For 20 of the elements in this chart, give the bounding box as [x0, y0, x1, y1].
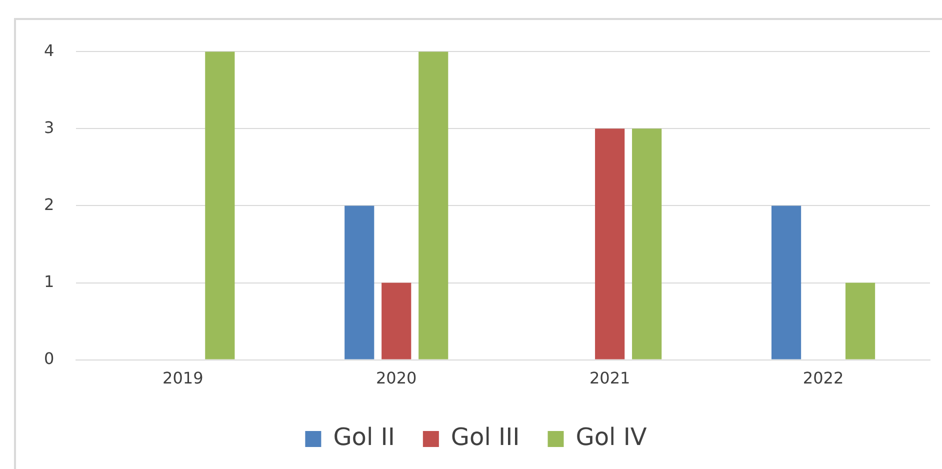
- bar: [418, 52, 448, 360]
- bar: [382, 282, 412, 360]
- bar: [771, 206, 802, 360]
- y-tick-label: 1: [44, 272, 54, 291]
- bar: [344, 206, 374, 360]
- bar: [595, 128, 625, 360]
- x-tick-label: 2020: [376, 368, 417, 388]
- legend-label: Gol III: [450, 423, 520, 452]
- bar: [632, 128, 662, 360]
- x-tick-label: 2022: [802, 368, 844, 388]
- legend-label: Gol IV: [576, 423, 648, 452]
- y-tick-label: 4: [44, 40, 54, 60]
- y-tick-label: 2: [44, 194, 54, 214]
- y-tick-label: 3: [44, 118, 54, 137]
- legend-label: Gol II: [333, 423, 395, 452]
- bar: [845, 282, 876, 360]
- x-tick-label: 2021: [589, 368, 630, 388]
- bar: [205, 52, 235, 360]
- x-tick-label: 2019: [162, 368, 204, 388]
- y-tick-label: 0: [44, 348, 54, 368]
